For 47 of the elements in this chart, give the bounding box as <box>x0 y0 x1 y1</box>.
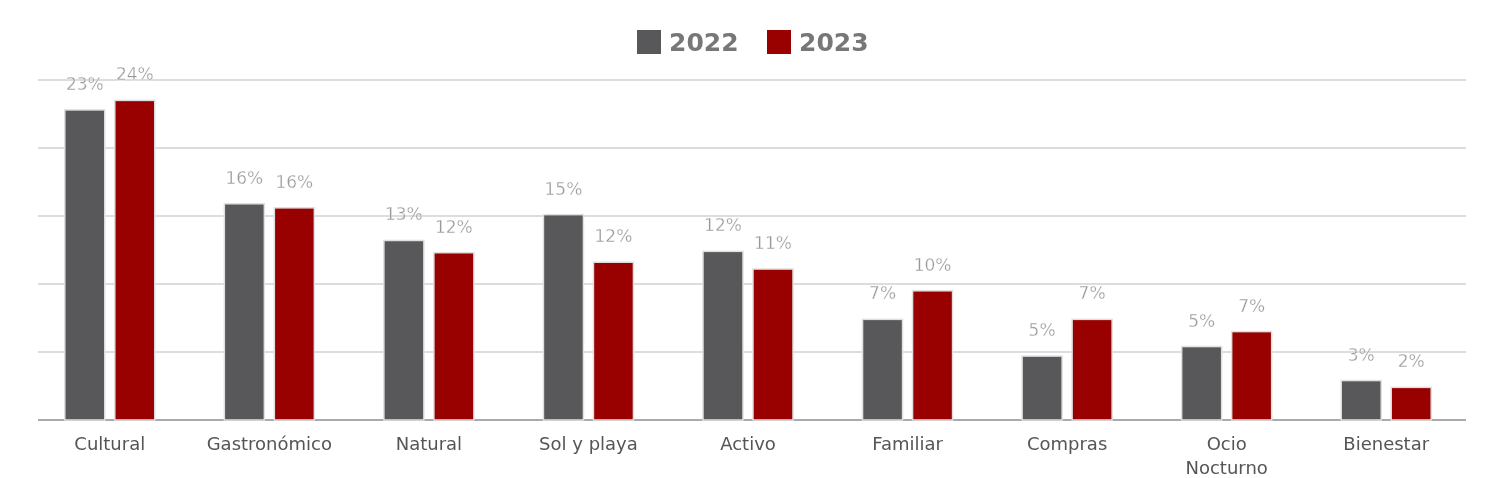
legend-label: 2023 <box>799 28 869 57</box>
x-tick-label: Familiar <box>872 433 944 454</box>
data-label: 15% <box>544 178 583 199</box>
data-label: 5% <box>1028 320 1056 341</box>
x-tick-label: Natural <box>395 433 463 454</box>
x-tick-label: Bienestar <box>1343 433 1430 454</box>
data-label: 13% <box>384 204 423 225</box>
data-label: 2% <box>1397 351 1425 372</box>
legend-label: 2022 <box>669 28 739 57</box>
x-tick-label: Compras <box>1026 433 1108 454</box>
bar <box>1071 318 1113 421</box>
bar <box>861 318 904 421</box>
bar <box>1180 345 1223 421</box>
data-label: 7% <box>869 283 897 304</box>
x-tick-label: Gastronómico <box>206 433 332 454</box>
bar <box>223 203 266 421</box>
bar <box>752 268 794 421</box>
data-label: 11% <box>754 233 792 254</box>
data-label: 16% <box>225 167 264 188</box>
data-label: 23% <box>65 73 104 94</box>
bar <box>64 109 106 421</box>
bar <box>1230 330 1273 421</box>
data-label: 3% <box>1347 344 1375 365</box>
data-label: 10% <box>913 254 952 275</box>
bar <box>114 99 156 421</box>
bar <box>1340 379 1382 421</box>
bar <box>911 290 954 421</box>
data-label: 7% <box>1238 295 1266 316</box>
x-tick-label: Sol y playa <box>539 433 638 454</box>
data-label: 24% <box>115 64 154 85</box>
data-label: 12% <box>704 215 742 236</box>
bar <box>542 213 585 421</box>
bar <box>383 239 425 421</box>
x-tick-label: Ocio Nocturno <box>1185 433 1268 478</box>
bar <box>1390 386 1432 421</box>
x-tick-label: Cultural <box>74 433 146 454</box>
bar <box>273 207 316 421</box>
data-label: 5% <box>1188 310 1216 331</box>
bar <box>702 250 744 421</box>
data-label: 12% <box>594 226 633 247</box>
x-tick-label: Activo <box>720 433 776 454</box>
bar <box>1021 355 1063 421</box>
bar <box>433 251 475 421</box>
bar <box>592 261 635 421</box>
data-label: 16% <box>275 171 314 192</box>
data-label: 12% <box>434 216 473 237</box>
data-label: 7% <box>1078 283 1106 304</box>
